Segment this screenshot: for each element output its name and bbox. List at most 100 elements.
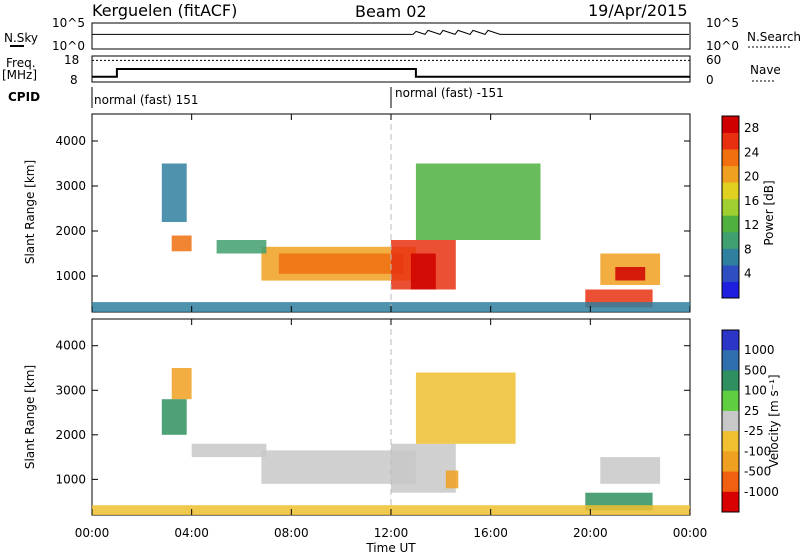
velocity-colorbar-frame [721, 329, 740, 513]
power-colorbar-label: Power [dB] [762, 180, 776, 245]
beam-title: Beam 02 [355, 2, 427, 21]
velocity-panel: 1000 2000 3000 4000 Slant Range [km] [23, 318, 691, 516]
colorbar-swatch [722, 264, 739, 282]
cpid-segment-label: normal (fast) 151 [94, 93, 198, 107]
time-axis-ticks: 00:00 04:00 08:00 12:00 16:00 20:00 00:00 [75, 526, 708, 540]
power-colorbar-ticks: 4 8 12 16 20 24 28 [744, 121, 759, 281]
data-region [261, 450, 416, 484]
time-tick-label: 00:00 [75, 526, 110, 540]
colorbar-swatch [722, 198, 739, 216]
data-region [278, 253, 404, 274]
velocity-colorbar-swatches [722, 330, 739, 513]
y-tick-label: 4000 [55, 134, 86, 148]
colorbar-swatch [722, 330, 739, 351]
colorbar-tick-label: 8 [744, 243, 752, 257]
data-region [410, 253, 436, 290]
colorbar-swatch [722, 451, 739, 472]
colorbar-swatch [722, 182, 739, 200]
freq-strip: Freq. [MHz] 18 8 60 0 Nave [2, 53, 781, 87]
colorbar-swatch [722, 132, 739, 150]
date-title: 19/Apr/2015 [588, 1, 688, 20]
power-y-ticks: 1000 2000 3000 4000 [55, 134, 690, 283]
freq-tick-bottom: 8 [70, 73, 78, 87]
noise-strip-frame [91, 22, 691, 50]
time-axis-label: Time UT [365, 541, 416, 554]
power-ylabel: Slant Range [km] [23, 160, 37, 264]
data-region [216, 240, 267, 254]
colorbar-tick-label: 20 [744, 170, 759, 184]
y-tick-label: 3000 [55, 383, 86, 397]
nsky-label: N.Sky [4, 31, 38, 45]
colorbar-tick-label: 16 [744, 194, 759, 208]
y-tick-label: 1000 [55, 269, 86, 283]
colorbar-swatch [722, 116, 739, 133]
data-region [391, 443, 456, 493]
colorbar-tick-label: 12 [744, 218, 759, 232]
colorbar-tick-label: -1000 [744, 485, 779, 499]
colorbar-swatch [722, 248, 739, 266]
noise-sky-trace [91, 29, 689, 48]
data-region [445, 470, 459, 489]
time-tick-label: 20:00 [573, 526, 608, 540]
velocity-colorbar: 1000 500 100 25 -25 -100 -500 -1000 Velocity [m… [721, 329, 781, 513]
colorbar-swatch [722, 231, 739, 249]
colorbar-tick-label: 4 [744, 267, 752, 281]
nsky-tick-bottom: 10^0 [52, 39, 85, 53]
y-tick-label: 2000 [55, 428, 86, 442]
colorbar-swatch [722, 471, 739, 493]
power-x-ticks [91, 114, 691, 312]
y-tick-label: 3000 [55, 179, 86, 193]
colorbar-tick-label: -25 [744, 424, 764, 438]
time-tick-label: 16:00 [473, 526, 508, 540]
colorbar-tick-label: -500 [744, 465, 771, 479]
velocity-ylabel: Slant Range [km] [23, 365, 37, 469]
y-tick-label: 4000 [55, 339, 86, 353]
y-tick-label: 2000 [55, 224, 86, 238]
colorbar-swatch [722, 491, 739, 513]
data-region [191, 443, 267, 458]
data-region [161, 163, 187, 222]
nave-tick-bottom: 0 [706, 73, 714, 87]
colorbar-tick-label: 25 [744, 404, 759, 418]
power-colorbar: 4 8 12 16 20 24 28 Power [dB] [721, 115, 776, 299]
time-tick-label: 12:00 [374, 526, 409, 540]
freq-label-line1: Freq. [6, 56, 36, 70]
y-tick-label: 1000 [55, 472, 86, 486]
colorbar-swatch [722, 370, 739, 392]
colorbar-tick-label: -100 [744, 444, 771, 458]
colorbar-swatch [722, 431, 739, 452]
colorbar-swatch [722, 149, 739, 167]
time-tick-label: 08:00 [274, 526, 309, 540]
cpid-label: CPID [8, 90, 40, 104]
nsearch-tick-top: 10^5 [706, 16, 739, 30]
velocity-colorbar-ticks: 1000 500 100 25 -25 -100 -500 -1000 [744, 343, 779, 499]
colorbar-tick-label: 24 [744, 145, 759, 159]
colorbar-tick-label: 100 [744, 384, 767, 398]
data-region [161, 399, 187, 435]
nave-tick-top: 60 [706, 53, 721, 67]
freq-strip-frame [91, 55, 691, 83]
power-panel: 1000 2000 3000 4000 Slant Range [km] [23, 113, 691, 313]
nsearch-tick-bottom: 10^0 [706, 39, 739, 53]
cpid-segment-label: normal (fast) -151 [395, 86, 504, 100]
colorbar-tick-label: 28 [744, 121, 759, 135]
noise-strip: N.Sky 10^5 10^0 10^5 10^0 N.Search [4, 16, 800, 53]
data-region [600, 457, 661, 484]
power-colorbar-frame [721, 115, 740, 299]
colorbar-tick-label: 1000 [744, 343, 775, 357]
velocity-x-ticks [91, 319, 691, 515]
freq-tick-top: 18 [64, 53, 79, 67]
colorbar-swatch [722, 281, 739, 299]
nave-label: Nave [750, 63, 781, 77]
nsearch-label: N.Search [747, 30, 800, 44]
power-colorbar-swatches [722, 116, 739, 299]
velocity-y-ticks: 1000 2000 3000 4000 [55, 339, 690, 486]
data-region [415, 163, 541, 240]
station-title: Kerguelen (fitACF) [92, 1, 237, 20]
freq-trace [92, 68, 690, 78]
colorbar-tick-label: 500 [744, 363, 767, 377]
colorbar-swatch [722, 390, 739, 412]
colorbar-swatch [722, 350, 739, 371]
data-region [171, 235, 192, 252]
